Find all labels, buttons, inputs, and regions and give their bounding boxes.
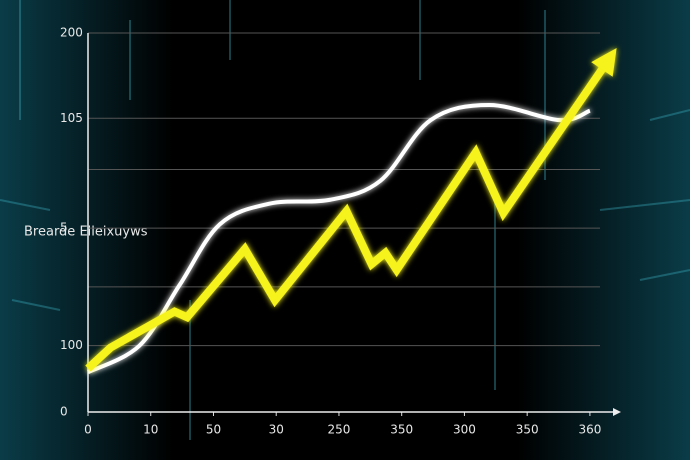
- y-tick-label: 0: [60, 405, 68, 419]
- arrow-head: [591, 47, 617, 77]
- series-line: [85, 57, 613, 372]
- x-axis-arrow: [613, 408, 621, 416]
- y-tick-label: 105: [60, 111, 83, 125]
- x-tick-label: 250: [327, 423, 350, 437]
- x-tick-label: 10: [143, 423, 158, 437]
- series-line: [87, 103, 591, 375]
- x-tick-label: 50: [206, 423, 221, 437]
- y-tick-label: 100: [60, 338, 83, 352]
- x-tick-label: 350: [516, 423, 539, 437]
- y-axis-label: Brearde Elleixuyws: [24, 225, 148, 240]
- x-tick-label: 30: [269, 423, 284, 437]
- x-tick-label: 350: [390, 423, 413, 437]
- x-tick-label: 360: [578, 423, 601, 437]
- y-tick-label: 200: [60, 26, 83, 40]
- x-tick-label: 300: [453, 423, 476, 437]
- y-tick-label: 5: [60, 221, 68, 235]
- x-tick-label: 0: [84, 423, 92, 437]
